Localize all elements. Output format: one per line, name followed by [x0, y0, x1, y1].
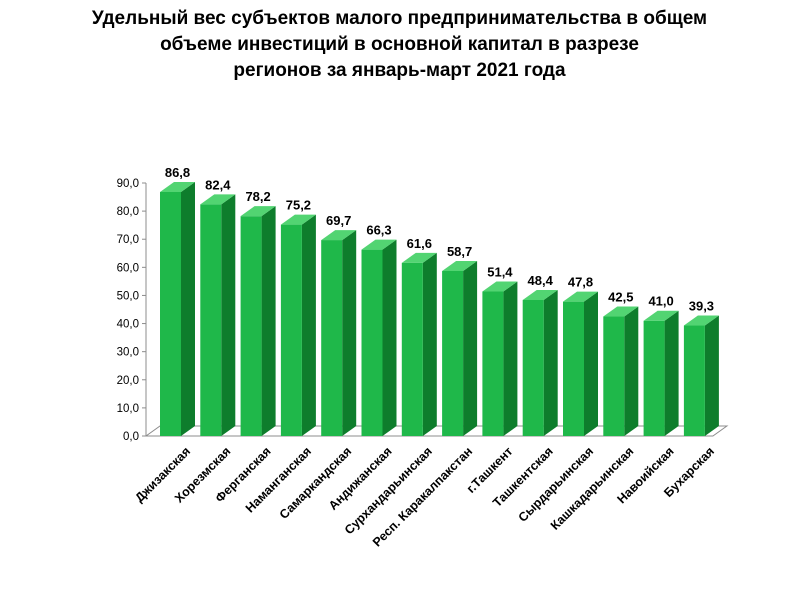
bar-top: [280, 214, 316, 225]
bar-top: [683, 315, 719, 326]
bar-side: [221, 194, 236, 436]
bar-front: [401, 262, 423, 436]
bar-top: [401, 252, 437, 263]
chart-title-line: Удельный вес субъектов малого предприним…: [91, 8, 708, 29]
bar-side: [503, 281, 518, 436]
data-label: 47,8: [568, 275, 593, 290]
data-label: 41,0: [648, 294, 673, 309]
bar: [563, 291, 598, 436]
bar: [361, 239, 397, 436]
bar-top: [361, 239, 397, 250]
y-tick-label: 90,0: [117, 178, 139, 190]
bar-side: [664, 310, 679, 436]
bar-front: [280, 224, 302, 436]
bar: [643, 310, 679, 436]
data-label: 78,2: [245, 189, 270, 204]
y-tick-label: 20,0: [117, 375, 139, 387]
data-label: 51,4: [487, 265, 513, 280]
chart-title-line: регионов за январь-март 2021 года: [233, 60, 566, 81]
category-label: Самаркандская: [277, 444, 355, 522]
data-label: 69,7: [326, 213, 351, 228]
y-tick-label: 40,0: [117, 319, 139, 331]
bar-side: [382, 239, 397, 436]
bar-front: [442, 270, 464, 436]
bar: [321, 230, 357, 436]
y-tick-label: 0,0: [123, 431, 139, 443]
bar-front: [482, 291, 504, 436]
bar-front: [563, 301, 584, 436]
bar-front: [522, 299, 544, 436]
bar-front: [683, 325, 705, 436]
data-label: 42,5: [608, 290, 633, 305]
bar-side: [704, 315, 719, 436]
bar-side: [624, 306, 639, 436]
bar: [603, 306, 639, 436]
bar-front: [361, 249, 383, 436]
bar-top: [522, 289, 558, 300]
bar: [240, 206, 276, 436]
bar-top: [603, 306, 639, 317]
bar: [160, 181, 195, 436]
data-label: 82,4: [205, 177, 231, 192]
bar-side: [463, 260, 478, 436]
bar-side: [261, 206, 276, 436]
chart-title-line: объеме инвестиций в основной капитал в р…: [160, 34, 639, 55]
bar-top: [643, 310, 679, 321]
bar: [482, 281, 518, 436]
bar-side: [543, 289, 558, 436]
bar-top: [482, 281, 518, 292]
bar-side: [422, 252, 437, 436]
bar-side: [342, 230, 357, 436]
y-tick-label: 10,0: [117, 403, 139, 415]
bar-top: [563, 291, 598, 302]
y-tick-label: 60,0: [117, 262, 139, 274]
y-tick-label: 80,0: [117, 206, 139, 218]
y-tick-label: 70,0: [117, 234, 139, 246]
bar: [522, 289, 558, 436]
bar-front: [643, 320, 665, 436]
bar: [280, 214, 316, 436]
bar-front: [200, 204, 222, 436]
chart-title: Удельный вес субъектов малого предприним…: [20, 6, 779, 84]
bar-top: [160, 181, 195, 192]
bar-side: [181, 181, 195, 436]
data-label: 58,7: [447, 244, 472, 259]
bar-top: [321, 230, 357, 241]
y-tick-label: 30,0: [117, 347, 139, 359]
bar: [442, 260, 478, 436]
category-label: Сырдарьинская: [516, 444, 597, 525]
data-label: 48,4: [528, 273, 554, 288]
bar: [401, 252, 437, 436]
bar-front: [603, 316, 625, 436]
bar: [683, 315, 719, 436]
bar-top: [240, 206, 276, 217]
chart-bars: [160, 181, 719, 436]
data-label: 39,3: [689, 299, 714, 314]
data-label: 75,2: [286, 198, 311, 213]
bar-side: [301, 214, 316, 436]
bar-top: [200, 194, 236, 205]
bar-front: [240, 216, 262, 436]
bar-front: [321, 240, 343, 436]
data-label: 86,8: [165, 165, 190, 180]
bar-side: [584, 291, 598, 436]
data-label: 66,3: [366, 223, 391, 238]
bar-top: [442, 260, 478, 271]
bar-front: [160, 191, 181, 436]
y-tick-label: 50,0: [117, 290, 139, 302]
bar: [200, 194, 236, 436]
data-label: 61,6: [407, 236, 432, 251]
